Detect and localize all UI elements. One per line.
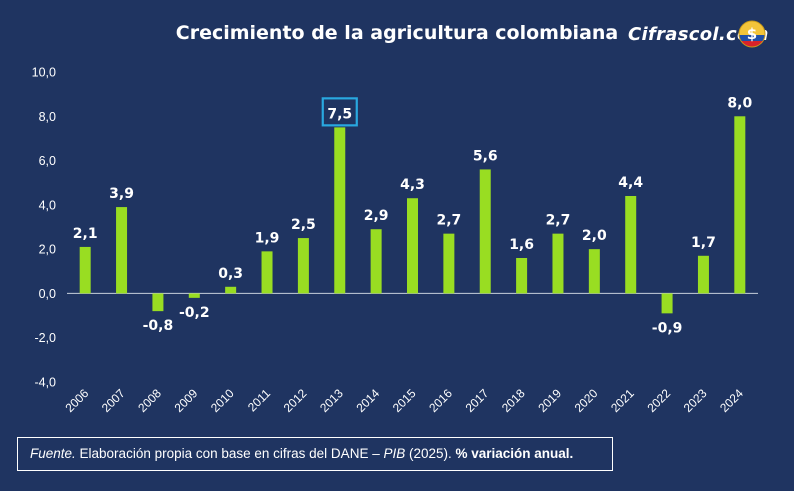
y-tick-label: 6,0 bbox=[39, 154, 56, 168]
x-axis: 2006 2007 2008 2009 2010 2011 2012 2013 2014 2015… bbox=[63, 386, 747, 415]
value-label: -0,9 bbox=[652, 320, 683, 336]
value-label: 2,7 bbox=[436, 213, 461, 229]
value-label: -0,8 bbox=[143, 318, 174, 334]
source-italic: PIB bbox=[383, 446, 406, 461]
x-tick-label: 2022 bbox=[644, 386, 673, 415]
dollar-coin-colombia-flag-icon: $ bbox=[738, 20, 766, 48]
bar-2011 bbox=[261, 251, 273, 294]
bars bbox=[79, 116, 746, 314]
x-tick-label: 2014 bbox=[353, 386, 382, 415]
y-tick-label: 2,0 bbox=[39, 243, 56, 257]
bar-2012 bbox=[297, 238, 309, 294]
value-label: 4,3 bbox=[400, 177, 425, 193]
x-tick-label: 2018 bbox=[499, 386, 528, 415]
source-text-2: (2025). bbox=[405, 446, 456, 461]
source-bold: % variación anual. bbox=[455, 446, 574, 461]
y-axis: 10,0 8,0 6,0 4,0 2,0 0,0 -2,0 -4,0 bbox=[32, 66, 56, 390]
highlight-box bbox=[321, 97, 358, 127]
value-label: 1,7 bbox=[691, 235, 716, 251]
x-tick-label: 2009 bbox=[172, 386, 201, 415]
bar-2020 bbox=[588, 249, 600, 294]
value-label: 0,3 bbox=[218, 266, 243, 282]
bar-2014 bbox=[370, 229, 382, 294]
value-label: 2,7 bbox=[546, 213, 571, 229]
bar-2009 bbox=[188, 293, 200, 298]
y-tick-label: 8,0 bbox=[39, 110, 56, 124]
x-tick-label: 2010 bbox=[208, 386, 237, 415]
value-labels: 2,1 3,9 -0,8 -0,2 0,3 1,9 2,5 7,5 2,9 4,3 2,7 5,6 1,… bbox=[73, 95, 753, 336]
bar-2006 bbox=[79, 246, 91, 294]
bar-2015 bbox=[407, 198, 418, 294]
x-tick-label: 2020 bbox=[572, 386, 601, 415]
x-tick-label: 2006 bbox=[63, 386, 92, 415]
value-label: 2,0 bbox=[582, 228, 607, 244]
value-label: 5,6 bbox=[473, 148, 498, 164]
value-label: 1,6 bbox=[509, 237, 534, 253]
x-tick-label: 2015 bbox=[390, 386, 419, 415]
y-tick-label: -4,0 bbox=[34, 376, 56, 390]
bar-2013 bbox=[334, 127, 346, 294]
x-tick-label: 2007 bbox=[99, 386, 128, 415]
bar-2017 bbox=[479, 169, 491, 294]
y-tick-label: 10,0 bbox=[32, 66, 56, 80]
x-tick-label: 2008 bbox=[135, 386, 164, 415]
x-tick-label: 2019 bbox=[535, 386, 564, 415]
source-prefix: Fuente. bbox=[30, 446, 76, 461]
value-label: -0,2 bbox=[179, 305, 210, 321]
x-tick-label: 2016 bbox=[426, 386, 455, 415]
bar-2021 bbox=[625, 196, 637, 294]
source-note: Fuente. Elaboración propia con base en c… bbox=[17, 437, 613, 471]
value-label: 2,1 bbox=[73, 226, 98, 242]
x-tick-label: 2017 bbox=[463, 386, 492, 415]
brand-name: Cifrascol.com bbox=[628, 24, 769, 45]
value-label: 2,9 bbox=[364, 208, 389, 224]
x-tick-label: 2024 bbox=[717, 386, 746, 415]
source-text: Elaboración propia con base en cifras de… bbox=[75, 446, 384, 461]
bar-2019 bbox=[552, 233, 564, 294]
bar-2016 bbox=[443, 233, 455, 294]
value-label: 3,9 bbox=[109, 186, 134, 202]
bar-2007 bbox=[116, 207, 128, 294]
bar-2018 bbox=[516, 258, 528, 294]
bar-2010 bbox=[225, 286, 237, 294]
y-tick-label: -2,0 bbox=[34, 331, 56, 345]
x-tick-label: 2013 bbox=[317, 386, 346, 415]
x-tick-label: 2023 bbox=[681, 386, 710, 415]
x-tick-label: 2021 bbox=[608, 386, 637, 415]
bar-2024 bbox=[734, 116, 746, 294]
value-label: 7,5 bbox=[327, 106, 352, 122]
x-tick-label: 2012 bbox=[281, 386, 310, 415]
bar-2023 bbox=[697, 255, 709, 294]
svg-text:$: $ bbox=[747, 25, 757, 43]
chart-title: Crecimiento de la agricultura colombiana bbox=[175, 22, 619, 44]
bar-2008 bbox=[152, 293, 164, 312]
value-label: 1,9 bbox=[255, 230, 280, 246]
y-tick-label: 0,0 bbox=[39, 287, 56, 301]
value-label: 2,5 bbox=[291, 217, 316, 233]
bar-2022 bbox=[661, 293, 673, 314]
value-label: 8,0 bbox=[727, 95, 752, 111]
y-tick-label: 4,0 bbox=[39, 198, 56, 212]
x-tick-label: 2011 bbox=[245, 386, 273, 414]
value-label: 4,4 bbox=[618, 175, 643, 191]
